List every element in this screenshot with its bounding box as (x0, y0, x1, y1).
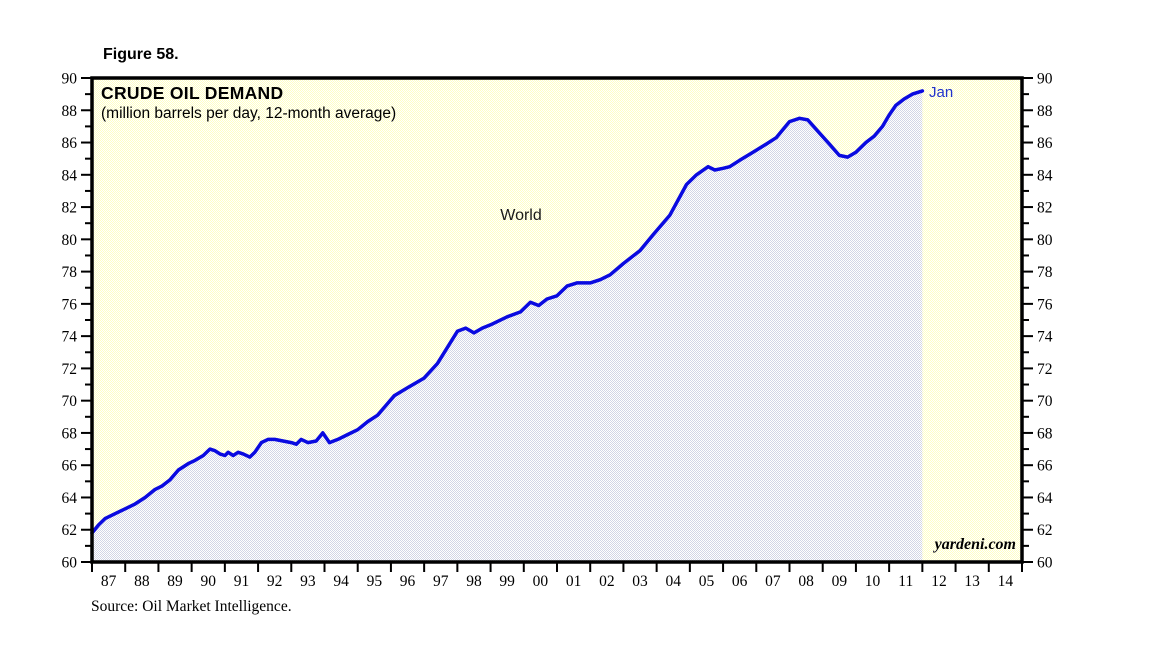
y-axis-right-tick-label: 82 (1037, 200, 1053, 217)
x-axis-tick-label: 93 (300, 573, 316, 590)
y-axis-right-tick-label: 78 (1037, 264, 1053, 281)
y-axis-right-tick-label: 68 (1037, 425, 1053, 442)
x-axis-tick-label: 91 (234, 573, 250, 590)
x-axis-tick-label: 94 (333, 573, 349, 590)
y-axis-left-tick-label: 68 (62, 425, 78, 442)
y-axis-right-tick-label: 84 (1037, 167, 1053, 184)
y-axis-left-tick-label: 60 (62, 555, 78, 572)
x-axis-tick-label: 06 (732, 573, 748, 590)
y-axis-right-tick-label: 76 (1037, 296, 1053, 313)
x-axis-tick-label: 09 (832, 573, 848, 590)
area-fill-under-curve (92, 90, 923, 563)
chart-subtitle: (million barrels per day, 12-month avera… (101, 105, 397, 122)
y-axis-left-tick-label: 82 (62, 200, 78, 217)
x-axis-tick-label: 87 (101, 573, 117, 590)
y-axis-right-tick-label: 88 (1037, 103, 1053, 120)
x-axis-tick-label: 98 (466, 573, 482, 590)
figure-number-label: Figure 58. (103, 46, 179, 63)
y-axis-right-tick-label: 64 (1037, 490, 1053, 507)
y-axis-left-tick-label: 78 (62, 264, 78, 281)
y-axis-left-tick-label: 76 (62, 296, 78, 313)
y-axis-left-tick-label: 66 (62, 458, 78, 475)
y-axis-left-tick-label: 90 (62, 71, 78, 88)
y-axis-left-tick-label: 62 (62, 522, 78, 539)
x-axis-tick-label: 04 (666, 573, 682, 590)
x-axis-tick-label: 95 (367, 573, 383, 590)
y-axis-right-tick-label: 66 (1037, 458, 1053, 475)
y-axis-left-tick-label: 72 (62, 361, 78, 378)
x-axis-tick-label: 10 (865, 573, 881, 590)
y-axis-left-tick-label: 64 (62, 490, 78, 507)
y-axis-left-tick-label: 88 (62, 103, 78, 120)
x-axis-tick-label: 08 (798, 573, 814, 590)
x-axis-tick-label: 12 (931, 573, 947, 590)
y-axis-right-tick-label: 74 (1037, 329, 1053, 346)
world-demand-line (90, 89, 925, 535)
x-axis-tick-label: 96 (400, 573, 416, 590)
x-axis-tick-label: 00 (533, 573, 549, 590)
y-axis-right-tick-label: 62 (1037, 522, 1053, 539)
x-axis-tick-label: 07 (765, 573, 781, 590)
x-axis-tick-label: 89 (167, 573, 183, 590)
source-note: Source: Oil Market Intelligence. (91, 598, 292, 615)
chart-title: CRUDE OIL DEMAND (101, 83, 284, 103)
y-axis-right-tick-label: 72 (1037, 361, 1053, 378)
x-axis-tick-label: 88 (134, 573, 150, 590)
y-axis-right-tick-label: 60 (1037, 555, 1053, 572)
axes: 60 60 62 62 64 64 66 66 68 68 70 70 72 72 74 74 76 76 78 78… (62, 71, 1053, 591)
y-axis-right-tick-label: 90 (1037, 71, 1053, 88)
y-axis-left-tick-label: 74 (62, 329, 78, 346)
series-label-world: World (500, 207, 542, 224)
yardeni-watermark: yardeni.com (934, 536, 1016, 553)
x-axis-tick-label: 02 (599, 573, 615, 590)
last-point-month-label: Jan (929, 84, 954, 101)
x-axis-tick-label: 97 (433, 573, 449, 590)
y-axis-right-tick-label: 86 (1037, 135, 1053, 152)
y-axis-right-tick-label: 80 (1037, 232, 1053, 249)
x-axis-tick-label: 14 (998, 573, 1014, 590)
x-axis-tick-label: 99 (499, 573, 515, 590)
x-axis-tick-label: 01 (566, 573, 582, 590)
y-axis-right-tick-label: 70 (1037, 393, 1053, 410)
y-axis-left-tick-label: 80 (62, 232, 78, 249)
y-axis-left-tick-label: 86 (62, 135, 78, 152)
plot-border (90, 76, 1024, 564)
x-axis-tick-label: 90 (201, 573, 217, 590)
y-axis-left-tick-label: 84 (62, 167, 78, 184)
x-axis-tick-label: 13 (964, 573, 980, 590)
x-axis-tick-label: 92 (267, 573, 283, 590)
x-axis-tick-label: 03 (632, 573, 648, 590)
x-axis-tick-label: 11 (898, 573, 913, 590)
x-axis-tick-label: 05 (699, 573, 715, 590)
y-axis-left-tick-label: 70 (62, 393, 78, 410)
